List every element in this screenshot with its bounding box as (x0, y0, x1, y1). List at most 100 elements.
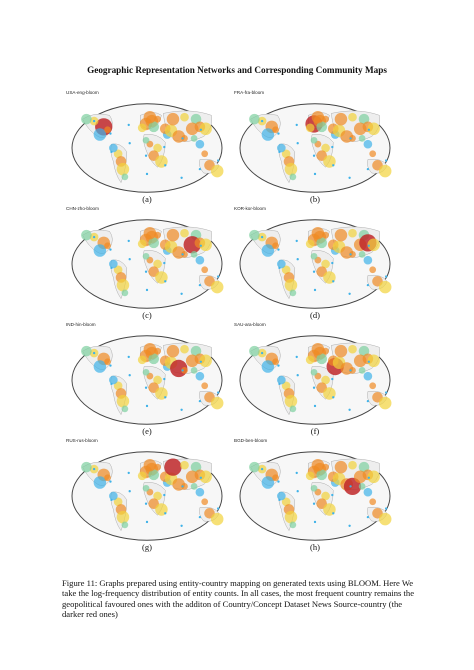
subfigure-caption: (e) (142, 426, 152, 436)
country-node (93, 128, 107, 141)
minor-node (145, 172, 149, 176)
country-node (378, 164, 392, 178)
country-node (109, 259, 118, 269)
minor-node (164, 280, 167, 283)
minor-node (278, 266, 281, 269)
minor-node (181, 253, 184, 256)
minor-node (180, 176, 183, 179)
country-node (153, 143, 162, 153)
country-node (321, 491, 330, 501)
country-node (148, 121, 160, 133)
country-node (210, 396, 224, 410)
minor-node (348, 176, 351, 179)
minor-node (260, 351, 264, 355)
country-node (311, 226, 325, 240)
country-node (277, 491, 286, 501)
minor-node (144, 386, 148, 389)
panel-label: FRA-fra-bloom (234, 90, 265, 95)
minor-node (92, 119, 96, 123)
country-node (369, 382, 377, 390)
country-node (121, 521, 129, 529)
minor-node (349, 485, 352, 488)
minor-node (110, 498, 113, 501)
country-node (199, 122, 212, 136)
country-node (284, 394, 298, 408)
country-node (181, 251, 188, 258)
country-node (113, 149, 123, 159)
country-node (116, 510, 130, 524)
minor-node (92, 351, 96, 355)
minor-node (110, 382, 113, 385)
subfigure-caption: (h) (310, 542, 320, 552)
country-node (210, 280, 224, 294)
minor-node (163, 493, 166, 497)
country-node (148, 353, 160, 365)
country-node (195, 139, 205, 149)
country-node (277, 143, 286, 153)
minor-node (295, 471, 298, 475)
country-node (272, 126, 279, 134)
minor-node (349, 253, 352, 256)
minor-node (181, 369, 184, 372)
minor-node (349, 137, 352, 140)
country-node (321, 143, 330, 153)
minor-node (331, 493, 334, 497)
country-node (104, 474, 111, 482)
country-node (180, 112, 189, 122)
minor-node (366, 168, 370, 171)
country-node (378, 280, 392, 294)
minor-node (260, 119, 264, 123)
map-panel: IND-hin-bloom (62, 322, 232, 434)
country-node (195, 487, 205, 497)
country-node (321, 375, 330, 385)
country-node (113, 381, 123, 391)
minor-node (199, 244, 202, 247)
country-node (137, 239, 147, 249)
minor-node (385, 159, 388, 162)
country-node (284, 510, 298, 524)
country-node (358, 483, 366, 490)
world-map (239, 103, 392, 193)
minor-node (181, 137, 184, 140)
country-node (334, 344, 348, 358)
country-node (363, 255, 373, 265)
minor-node (109, 480, 112, 483)
minor-node (163, 377, 166, 381)
country-node (249, 345, 260, 357)
subfigure-caption: (c) (142, 310, 152, 320)
hot-country-node (343, 477, 362, 496)
minor-node (109, 364, 112, 367)
country-node (180, 344, 189, 354)
country-node (116, 162, 130, 176)
country-node (199, 354, 212, 368)
country-node (348, 228, 357, 238)
country-node (349, 251, 356, 258)
minor-node (366, 284, 370, 287)
country-node (281, 149, 291, 159)
country-node (195, 371, 205, 381)
minor-node (277, 248, 280, 251)
country-node (363, 371, 373, 381)
country-node (367, 238, 380, 252)
country-node (261, 128, 275, 141)
country-node (201, 382, 209, 390)
country-node (190, 483, 198, 490)
minor-node (109, 248, 112, 251)
world-map (71, 335, 224, 425)
country-node (180, 228, 189, 238)
minor-node (312, 154, 316, 157)
minor-node (198, 168, 202, 171)
minor-node (367, 476, 370, 479)
minor-node (260, 467, 264, 471)
country-node (113, 497, 123, 507)
panel-label: RUS-rus-bloom (66, 438, 98, 443)
country-node (121, 405, 129, 413)
country-node (316, 353, 328, 365)
minor-node (110, 150, 113, 153)
country-node (153, 491, 162, 501)
country-node (201, 150, 209, 158)
country-node (249, 461, 260, 473)
minor-node (181, 485, 184, 488)
country-node (199, 238, 212, 252)
minor-node (296, 490, 299, 493)
